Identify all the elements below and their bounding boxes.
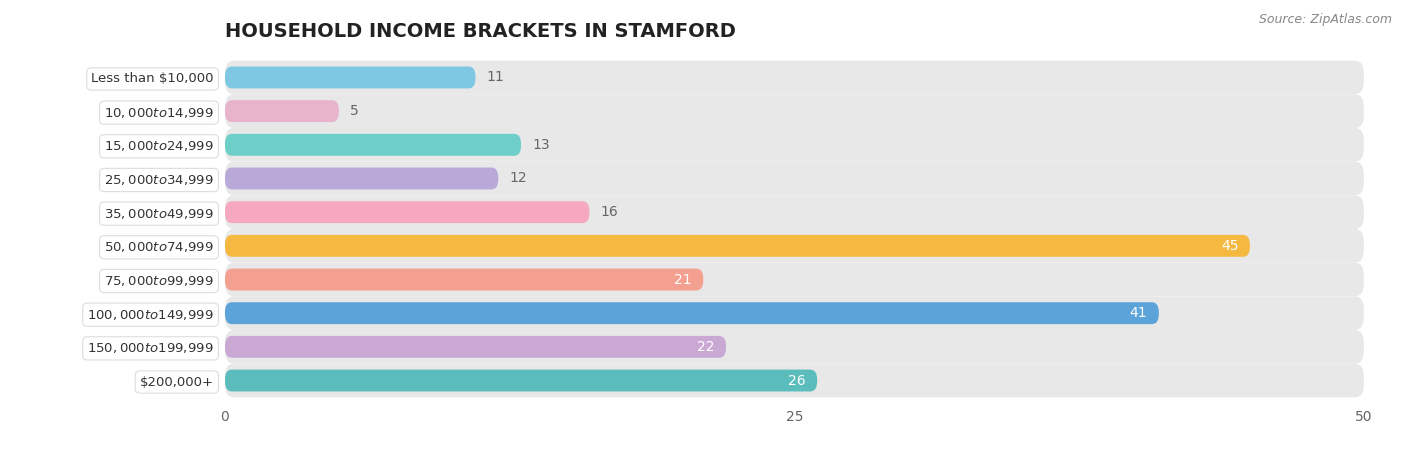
Text: 16: 16: [600, 205, 619, 219]
FancyBboxPatch shape: [225, 100, 339, 122]
FancyBboxPatch shape: [225, 229, 1364, 263]
FancyBboxPatch shape: [225, 296, 1364, 330]
FancyBboxPatch shape: [225, 269, 703, 291]
Text: Source: ZipAtlas.com: Source: ZipAtlas.com: [1258, 13, 1392, 26]
FancyBboxPatch shape: [225, 330, 1364, 364]
FancyBboxPatch shape: [225, 370, 817, 392]
FancyBboxPatch shape: [225, 302, 1159, 324]
FancyBboxPatch shape: [225, 61, 1364, 94]
Text: 21: 21: [675, 273, 692, 286]
Text: 11: 11: [486, 70, 505, 84]
FancyBboxPatch shape: [225, 167, 498, 189]
FancyBboxPatch shape: [225, 134, 522, 156]
Text: 26: 26: [789, 374, 806, 387]
FancyBboxPatch shape: [225, 235, 1250, 257]
Text: 41: 41: [1130, 306, 1147, 320]
FancyBboxPatch shape: [225, 195, 1364, 229]
FancyBboxPatch shape: [225, 66, 475, 88]
Text: HOUSEHOLD INCOME BRACKETS IN STAMFORD: HOUSEHOLD INCOME BRACKETS IN STAMFORD: [225, 22, 735, 41]
Text: 5: 5: [350, 104, 359, 118]
FancyBboxPatch shape: [225, 128, 1364, 162]
Text: 45: 45: [1220, 239, 1239, 253]
Text: 13: 13: [533, 138, 550, 152]
FancyBboxPatch shape: [225, 94, 1364, 128]
Text: 22: 22: [697, 340, 714, 354]
FancyBboxPatch shape: [225, 162, 1364, 195]
FancyBboxPatch shape: [225, 201, 589, 223]
FancyBboxPatch shape: [225, 336, 725, 358]
FancyBboxPatch shape: [225, 263, 1364, 296]
FancyBboxPatch shape: [225, 364, 1364, 397]
Text: 12: 12: [509, 172, 527, 185]
